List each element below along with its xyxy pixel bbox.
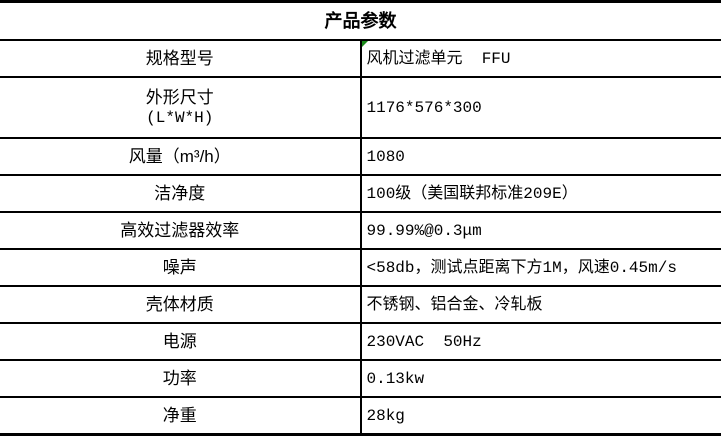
row-label[interactable]: 高效过滤器效率 [0,212,361,249]
row-value[interactable]: 0.13kw [361,360,721,397]
table-header-row: 产品参数 [0,2,721,41]
row-value[interactable]: <58db，测试点距离下方1M，风速0.45m/s [361,249,721,286]
row-label[interactable]: 净重 [0,397,361,435]
table-row: 净重 28kg [0,397,721,435]
row-value[interactable]: 1176*576*300 [361,77,721,138]
table-row: 规格型号 风机过滤单元 FFU [0,40,721,77]
row-value[interactable]: 1080 [361,138,721,175]
comment-indicator-icon [362,41,368,47]
row-value[interactable]: 风机过滤单元 FFU [361,40,721,77]
row-label[interactable]: 壳体材质 [0,286,361,323]
row-value-text: 风机过滤单元 FFU [367,50,511,68]
row-label[interactable]: 外形尺寸(L*W*H) [0,77,361,138]
table-row: 功率 0.13kw [0,360,721,397]
table-title[interactable]: 产品参数 [0,2,721,41]
row-value[interactable]: 100级（美国联邦标准209E） [361,175,721,212]
table-row: 风量（m³/h） 1080 [0,138,721,175]
table-row: 壳体材质 不锈钢、铝合金、冷轧板 [0,286,721,323]
table-row: 噪声 <58db，测试点距离下方1M，风速0.45m/s [0,249,721,286]
row-value[interactable]: 28kg [361,397,721,435]
row-label[interactable]: 洁净度 [0,175,361,212]
row-value[interactable]: 230VAC 50Hz [361,323,721,360]
row-label-line2: (L*W*H) [0,108,360,128]
row-label[interactable]: 规格型号 [0,40,361,77]
table-row: 高效过滤器效率 99.99%@0.3μm [0,212,721,249]
row-label[interactable]: 噪声 [0,249,361,286]
row-value[interactable]: 不锈钢、铝合金、冷轧板 [361,286,721,323]
table-row: 洁净度 100级（美国联邦标准209E） [0,175,721,212]
row-label[interactable]: 电源 [0,323,361,360]
table-row: 外形尺寸(L*W*H) 1176*576*300 [0,77,721,138]
row-label[interactable]: 风量（m³/h） [0,138,361,175]
row-label[interactable]: 功率 [0,360,361,397]
table-row: 电源 230VAC 50Hz [0,323,721,360]
row-label-line1: 外形尺寸 [0,88,360,108]
row-value[interactable]: 99.99%@0.3μm [361,212,721,249]
